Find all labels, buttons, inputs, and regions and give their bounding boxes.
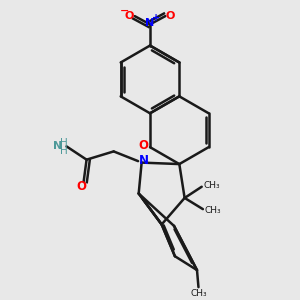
Text: N: N (139, 154, 149, 167)
Text: O: O (166, 11, 175, 20)
Text: −: − (120, 6, 130, 16)
Text: H: H (60, 138, 68, 148)
Text: O: O (138, 140, 148, 152)
Text: +: + (152, 13, 160, 23)
Text: N: N (146, 18, 154, 28)
Text: O: O (76, 180, 86, 193)
Text: O: O (125, 11, 134, 20)
Text: CH₃: CH₃ (203, 181, 220, 190)
Text: N: N (53, 141, 62, 152)
Text: CH₃: CH₃ (190, 289, 207, 298)
Text: CH₃: CH₃ (204, 206, 221, 215)
Text: H: H (60, 146, 68, 156)
